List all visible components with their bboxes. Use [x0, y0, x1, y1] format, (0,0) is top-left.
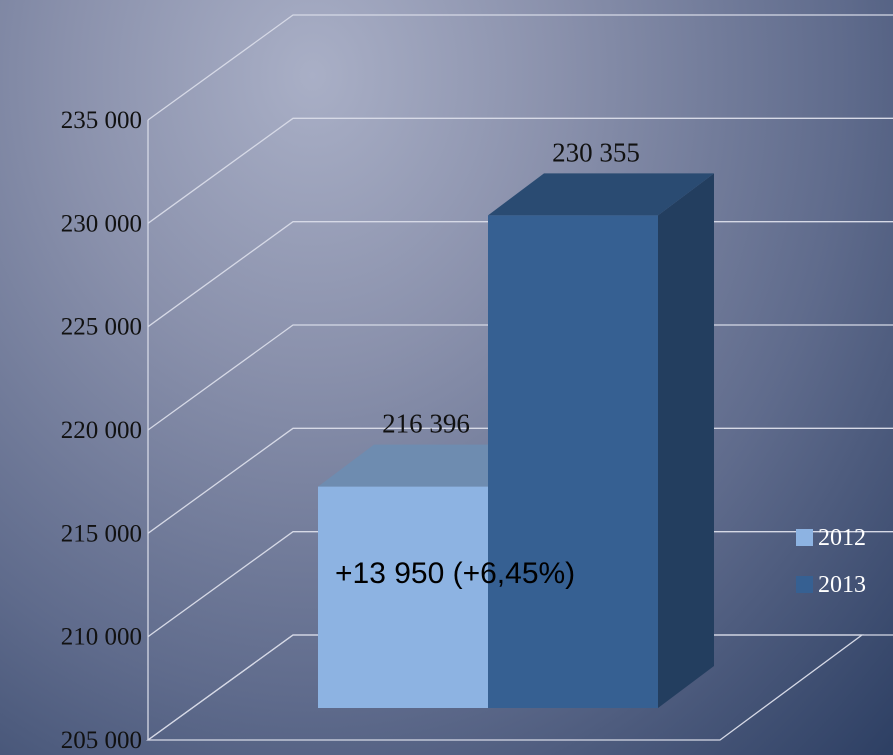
- bar-top-2012: [318, 444, 544, 487]
- bar-side-2013: [658, 173, 714, 708]
- legend: 2012 2013: [796, 525, 866, 598]
- data-labels: 216 396 230 355: [382, 137, 640, 438]
- y-tick-label: 225 000: [61, 314, 142, 341]
- gridline-6: [147, 14, 893, 121]
- y-tick-label: 220 000: [61, 417, 142, 444]
- bars: [318, 173, 714, 708]
- legend-swatch-2012: [796, 529, 813, 546]
- y-tick-label: 230 000: [61, 210, 142, 237]
- grid-lines: [147, 14, 893, 741]
- y-axis-ticks: 205 000 210 000 215 000 220 000 225 000 230 0…: [61, 107, 142, 754]
- y-tick-label: 205 000: [61, 727, 142, 754]
- y-tick-label: 235 000: [61, 107, 142, 134]
- legend-label-2013: 2013: [818, 572, 866, 598]
- floor-outline: [145, 634, 864, 741]
- legend-swatch-2013: [796, 576, 813, 593]
- bar-top-2013: [488, 173, 714, 216]
- gridline-5: [147, 117, 893, 224]
- data-label-2012: 216 396: [382, 409, 470, 439]
- bar-2013: [488, 215, 658, 708]
- y-tick-label: 215 000: [61, 520, 142, 547]
- chart-floor: [145, 634, 864, 741]
- bar-2012: [318, 486, 488, 708]
- data-label-2013: 230 355: [552, 137, 640, 167]
- y-tick-label: 210 000: [61, 624, 142, 651]
- difference-annotation: +13 950 (+6,45%): [335, 557, 575, 590]
- legend-label-2012: 2012: [818, 525, 866, 551]
